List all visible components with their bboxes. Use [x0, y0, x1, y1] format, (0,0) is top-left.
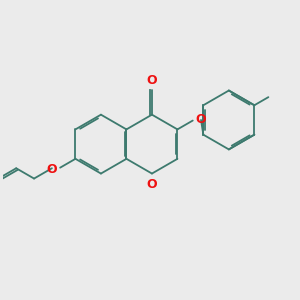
Text: O: O	[46, 163, 57, 176]
Text: O: O	[196, 112, 206, 126]
Text: O: O	[147, 178, 157, 191]
Text: O: O	[147, 74, 157, 87]
